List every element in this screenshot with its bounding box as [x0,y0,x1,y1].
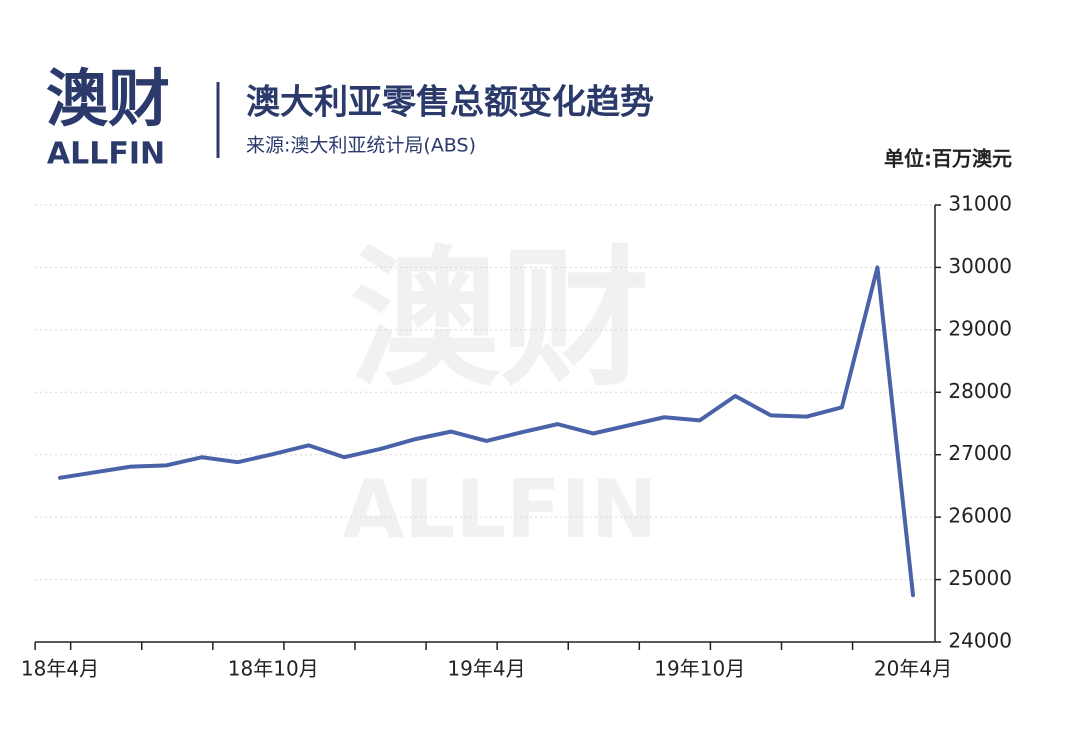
y-tick-label: 28000 [948,379,1012,403]
x-tick-label: 18年4月 [21,657,99,681]
y-tick-label: 30000 [948,254,1012,278]
y-tick-label: 25000 [948,566,1012,590]
y-tick-label: 31000 [948,192,1012,216]
watermark-en: ALLFIN [342,463,657,556]
chart-title: 澳大利亚零售总额变化趋势 [246,83,654,123]
watermark-cn: 澳财 [350,233,650,407]
x-tick-label: 19年4月 [447,657,525,681]
logo-cn: 澳财 [46,62,170,135]
x-tick-label: 19年10月 [654,657,745,681]
line-series [58,265,915,598]
y-tick-label: 29000 [948,316,1012,340]
x-tick-label: 20年4月 [874,657,952,681]
unit-label: 单位:百万澳元 [884,147,1012,171]
x-tick-label: 18年10月 [228,657,319,681]
y-tick-label: 26000 [948,504,1012,528]
chart-subtitle: 来源:澳大利亚统计局(ABS) [246,135,476,157]
y-tick-label: 27000 [948,441,1012,465]
logo-en: ALLFIN [47,137,165,172]
y-tick-label: 24000 [948,629,1012,653]
